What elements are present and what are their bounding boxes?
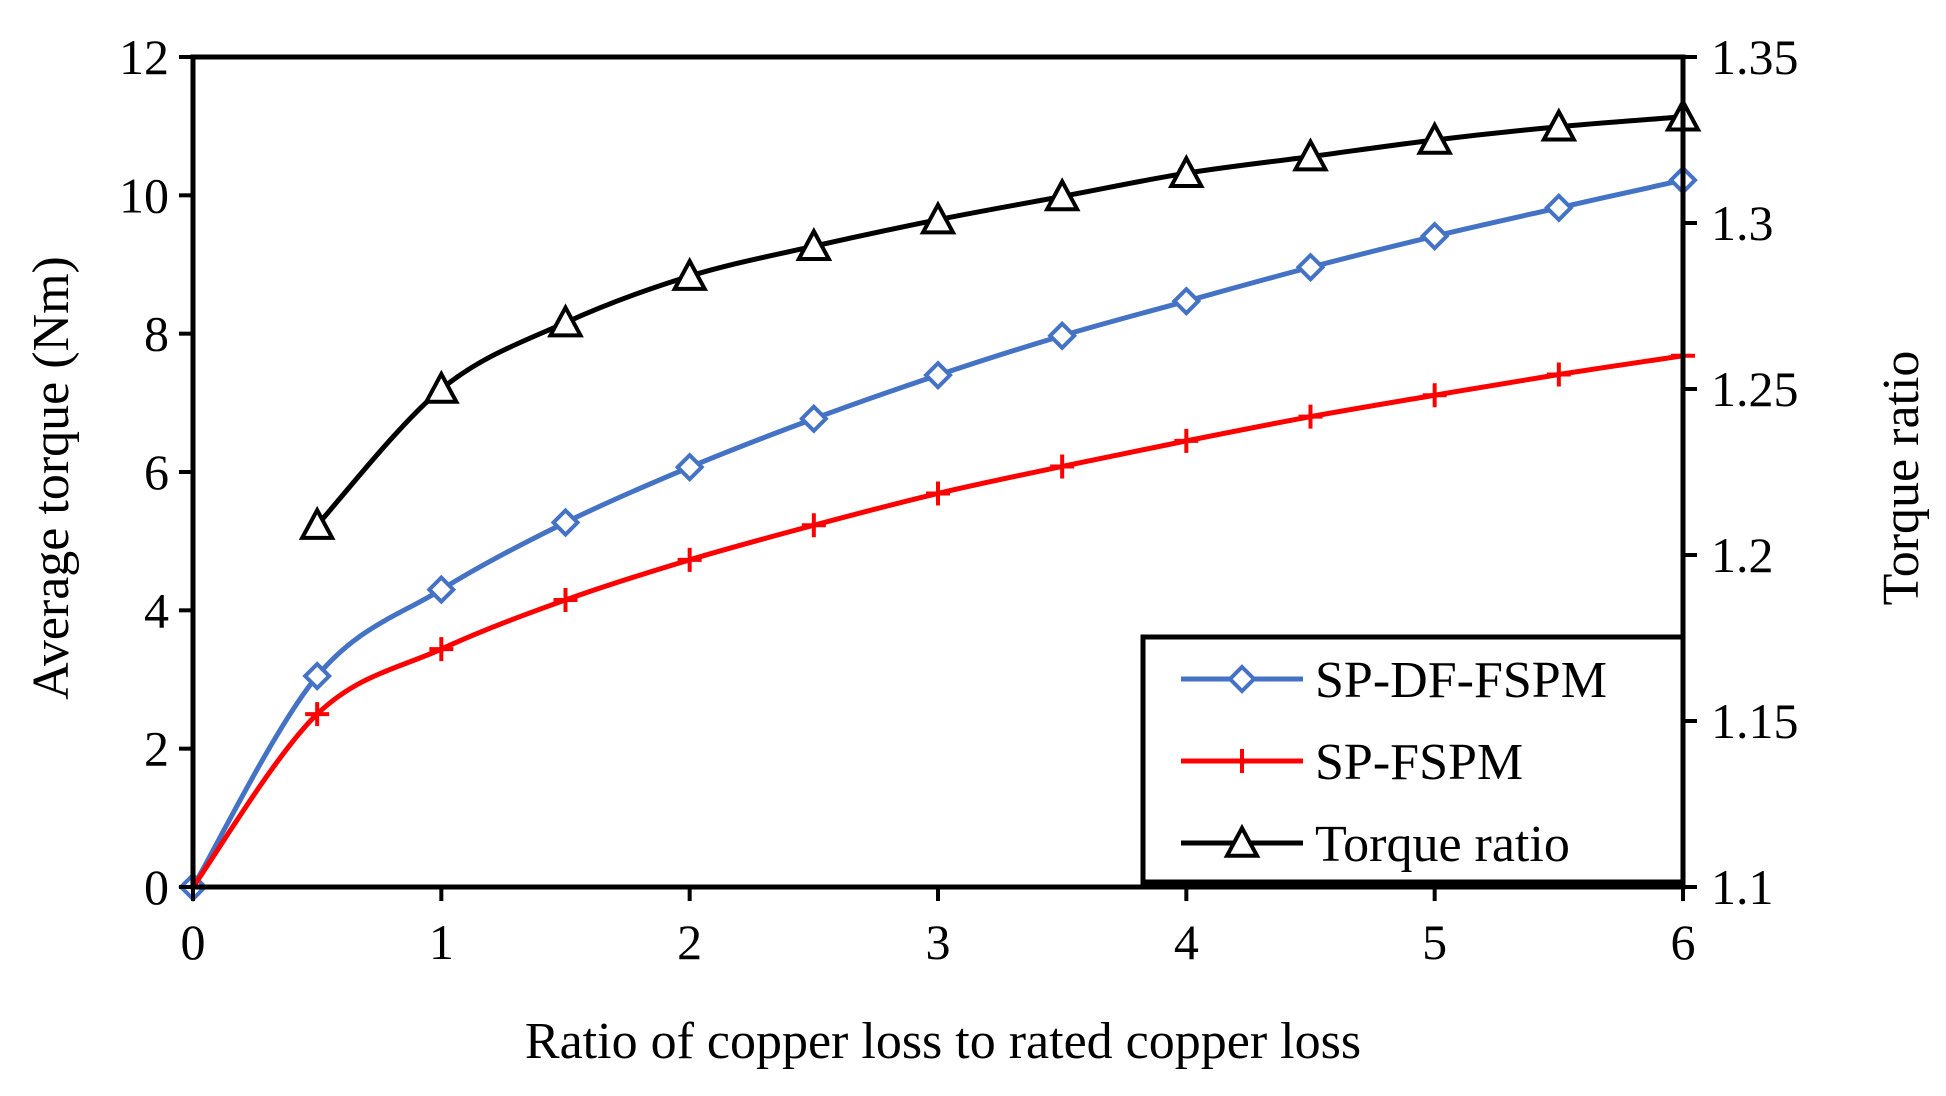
legend-marker (1230, 749, 1254, 773)
legend-marker (1223, 823, 1261, 858)
data-point (926, 481, 950, 506)
data-point (801, 513, 826, 538)
series-diamond (178, 165, 1698, 902)
data-point (923, 360, 953, 390)
data-point (1540, 107, 1578, 142)
data-point (1167, 153, 1205, 188)
x-tick-label: 4 (1174, 914, 1199, 970)
y-tick-label: 2 (144, 721, 169, 777)
data-point (674, 452, 705, 482)
data-point (919, 200, 957, 235)
data-point (1043, 177, 1081, 212)
legend-item: SP-FSPM (1181, 734, 1523, 791)
x-tick-label: 5 (1422, 914, 1447, 970)
series-line (315, 114, 1684, 527)
legend-item: Torque ratio (1181, 816, 1570, 873)
legend-label: SP-DF-FSPM (1315, 652, 1607, 709)
data-point (795, 227, 833, 261)
data-point (429, 637, 454, 662)
data-point (1298, 404, 1323, 429)
y-tick-label: 10 (119, 167, 169, 223)
y-axis-title: Average torque (Nm) (23, 256, 80, 700)
x-tick-label: 6 (1671, 914, 1696, 970)
x-tick-label: 3 (926, 914, 951, 970)
x-tick-label: 0 (181, 914, 206, 970)
series-triangle (298, 97, 1702, 540)
data-point (1544, 192, 1574, 223)
data-point (1546, 362, 1571, 387)
data-point (553, 587, 578, 612)
legend-item: SP-DF-FSPM (1181, 652, 1607, 709)
y2-tick-label: 1.15 (1711, 693, 1799, 749)
data-point (1292, 137, 1329, 172)
legend-label: SP-FSPM (1315, 734, 1523, 791)
x-tick-label: 2 (677, 914, 702, 970)
data-point (426, 574, 457, 605)
x-tick-label: 1 (429, 914, 454, 970)
data-point (671, 256, 709, 291)
data-point (1419, 221, 1450, 251)
y2-tick-label: 1.1 (1711, 859, 1774, 915)
data-point (1422, 383, 1447, 408)
data-point (550, 507, 581, 538)
data-point (677, 547, 702, 572)
y2-tick-label: 1.35 (1711, 29, 1799, 85)
data-point (1047, 320, 1077, 351)
legend: SP-DF-FSPM SP-FSPM Torque ratio (1140, 634, 1686, 885)
y-tick-label: 12 (119, 29, 169, 85)
data-point (799, 403, 829, 434)
y2-tick-label: 1.3 (1711, 195, 1774, 251)
y2-tick-label: 1.25 (1711, 361, 1799, 417)
y-tick-label: 6 (144, 444, 169, 500)
data-point (1050, 454, 1075, 479)
legend-marker (1227, 664, 1257, 694)
data-point (1174, 428, 1199, 453)
data-point (298, 505, 336, 540)
data-point (1295, 252, 1326, 283)
y2-axis-title: Torque ratio (1873, 351, 1930, 606)
data-point (302, 661, 332, 691)
x-axis-title: Ratio of copper loss to rated copper los… (525, 1013, 1361, 1070)
y-tick-label: 4 (144, 582, 169, 638)
data-point (422, 369, 460, 404)
data-point (1416, 120, 1454, 155)
y-tick-label: 0 (144, 859, 169, 915)
data-point (547, 303, 584, 338)
data-point (305, 702, 330, 727)
y2-tick-label: 1.2 (1711, 527, 1774, 583)
y-tick-label: 8 (144, 306, 169, 362)
legend-label: Torque ratio (1315, 816, 1570, 873)
data-point (1171, 286, 1202, 316)
series-layer (178, 97, 1702, 902)
